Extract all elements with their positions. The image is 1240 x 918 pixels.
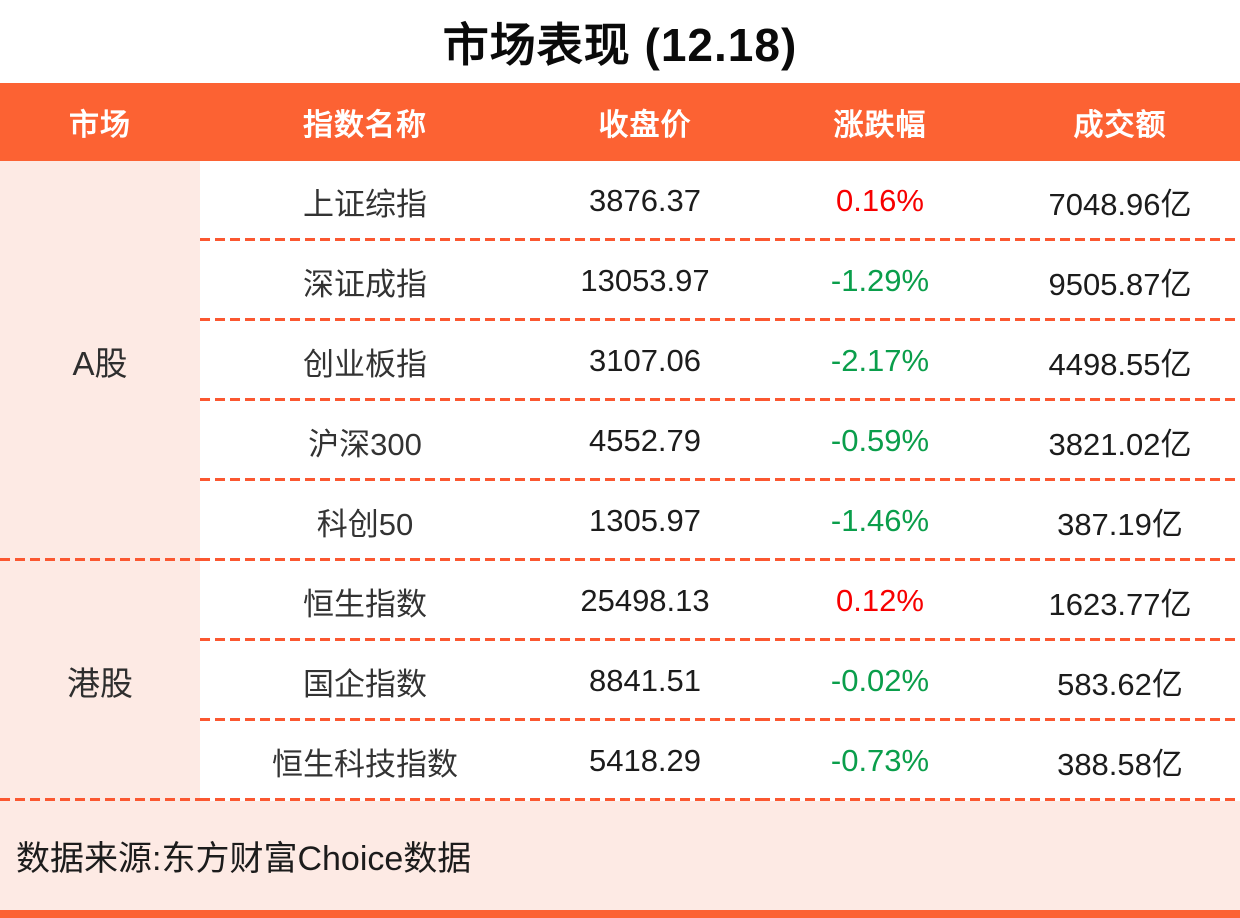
turnover-cell: 583.62亿	[1000, 641, 1240, 721]
index-name-cell: 恒生科技指数	[200, 721, 530, 801]
table-row: 恒生科技指数 5418.29 -0.73% 388.58亿	[0, 721, 1240, 801]
title-bar: 市场表现 (12.18)	[0, 0, 1240, 83]
close-price-cell: 8841.51	[530, 641, 760, 721]
column-header-turnover: 成交额	[1000, 83, 1240, 161]
change-percent-cell: 0.16%	[760, 161, 1000, 241]
table-row: 科创50 1305.97 -1.46% 387.19亿	[0, 481, 1240, 561]
turnover-cell: 4498.55亿	[1000, 321, 1240, 401]
index-name-cell: 科创50	[200, 481, 530, 561]
index-name-cell: 上证综指	[200, 161, 530, 241]
turnover-cell: 387.19亿	[1000, 481, 1240, 561]
page-title: 市场表现 (12.18)	[442, 18, 798, 71]
index-name-cell: 深证成指	[200, 241, 530, 321]
turnover-cell: 7048.96亿	[1000, 161, 1240, 241]
column-header-change-percent: 涨跌幅	[760, 83, 1000, 161]
change-percent-cell: -0.59%	[760, 401, 1000, 481]
table-row: 沪深300 4552.79 -0.59% 3821.02亿	[0, 401, 1240, 481]
change-percent-cell: -2.17%	[760, 321, 1000, 401]
market-group-cell: 港股	[0, 561, 200, 801]
close-price-cell: 13053.97	[530, 241, 760, 321]
footer-bar: 数据来源:东方财富Choice数据	[0, 801, 1240, 910]
close-price-cell: 25498.13	[530, 561, 760, 641]
turnover-cell: 3821.02亿	[1000, 401, 1240, 481]
turnover-cell: 9505.87亿	[1000, 241, 1240, 321]
change-percent-cell: -0.02%	[760, 641, 1000, 721]
change-percent-cell: -1.46%	[760, 481, 1000, 561]
table-row: 港股 恒生指数 25498.13 0.12% 1623.77亿	[0, 561, 1240, 801]
market-table: 市场 指数名称 收盘价 涨跌幅 成交额 A股 上证综指 3876.37 0.16% 70…	[0, 83, 1240, 801]
index-name-cell: 恒生指数	[200, 561, 530, 641]
data-source-label: 数据来源:东方财富Choice数据	[16, 840, 472, 878]
change-percent-cell: -1.29%	[760, 241, 1000, 321]
change-percent-cell: 0.12%	[760, 561, 1000, 641]
column-header-index-name: 指数名称	[200, 83, 530, 161]
turnover-cell: 1623.77亿	[1000, 561, 1240, 641]
turnover-cell: 388.58亿	[1000, 721, 1240, 801]
table-row: A股 上证综指 3876.37 0.16% 7048.96亿	[0, 161, 1240, 561]
table-header-row: 市场 指数名称 收盘价 涨跌幅 成交额	[0, 83, 1240, 161]
index-name-cell: 创业板指	[200, 321, 530, 401]
close-price-cell: 5418.29	[530, 721, 760, 801]
index-name-cell: 沪深300	[200, 401, 530, 481]
close-price-cell: 4552.79	[530, 401, 760, 481]
close-price-cell: 1305.97	[530, 481, 760, 561]
market-group-cell: A股	[0, 161, 200, 561]
column-header-market: 市场	[0, 83, 200, 161]
close-price-cell: 3876.37	[530, 161, 760, 241]
change-percent-cell: -0.73%	[760, 721, 1000, 801]
index-name-cell: 国企指数	[200, 641, 530, 721]
table-row: 深证成指 13053.97 -1.29% 9505.87亿	[0, 241, 1240, 321]
table-row: 创业板指 3107.06 -2.17% 4498.55亿	[0, 321, 1240, 401]
table-row: 国企指数 8841.51 -0.02% 583.62亿	[0, 641, 1240, 721]
close-price-cell: 3107.06	[530, 321, 760, 401]
column-header-close-price: 收盘价	[530, 83, 760, 161]
bottom-accent-strip	[0, 910, 1240, 918]
